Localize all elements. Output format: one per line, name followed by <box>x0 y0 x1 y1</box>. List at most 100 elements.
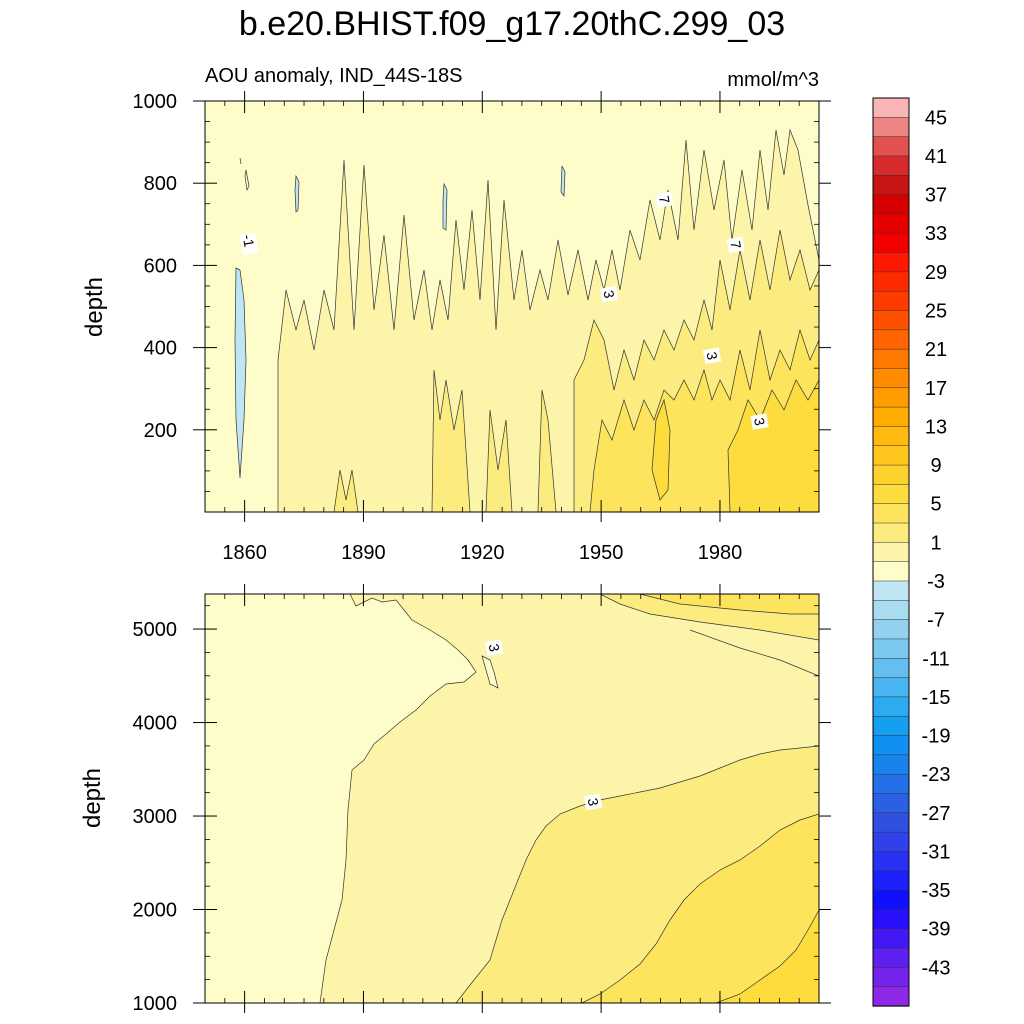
contour-label-text: 3 <box>751 416 768 427</box>
top-y-tick-label: 400 <box>144 338 177 360</box>
colorbar-frame <box>872 97 910 1007</box>
contour-label-text: 3 <box>486 643 503 654</box>
top-contour-band-2b <box>333 369 557 512</box>
colorbar-label: 41 <box>925 146 947 168</box>
top-x-tick-label: 1890 <box>341 542 386 564</box>
bottom-plot-frame <box>204 593 820 1004</box>
colorbar-label: -7 <box>927 610 945 632</box>
colorbar-label: -15 <box>922 687 951 709</box>
colorbar-label: 5 <box>930 494 941 516</box>
colorbar-swatch <box>872 406 910 428</box>
colorbar-label: -3 <box>927 571 945 593</box>
colorbar-label: -39 <box>922 919 951 941</box>
colorbar-swatch <box>872 696 910 717</box>
colorbar-label: 1 <box>930 532 941 554</box>
bottom-contour-labels: 33 <box>485 639 603 811</box>
colorbar-label: 29 <box>925 262 947 284</box>
colorbar-label: -35 <box>922 880 951 902</box>
colorbar-label: 13 <box>925 416 947 438</box>
top-contour-band-4 <box>727 379 819 512</box>
colorbar-swatch <box>872 117 910 138</box>
bottom-contour-band-4 <box>715 909 819 1003</box>
bottom-contour-label: 3 <box>584 793 603 811</box>
top-contour-label: 3 <box>750 413 769 430</box>
colorbar-label: -31 <box>922 841 951 863</box>
colorbar-swatch <box>872 735 910 756</box>
bottom-y-tick-label: 2000 <box>133 900 178 922</box>
colorbar-swatch <box>872 136 910 157</box>
colorbar-swatch <box>872 484 910 505</box>
colorbar-swatch <box>872 870 910 891</box>
contour-label-box <box>599 285 619 303</box>
top-y-tick-label: 600 <box>144 255 177 277</box>
bottom-contour-line-b <box>481 655 499 689</box>
top-x-tick-label: 1920 <box>460 542 505 564</box>
colorbar-swatch <box>872 986 910 1007</box>
colorbar-swatch <box>872 600 910 621</box>
contour-label-box <box>239 232 259 255</box>
figure-title: b.e20.BHIST.f09_g17.20thC.299_03 <box>239 5 785 43</box>
colorbar-swatch <box>872 194 910 215</box>
colorbar-label: 17 <box>925 378 947 400</box>
colorbar-swatch <box>872 928 910 949</box>
colorbar-swatch <box>872 290 910 312</box>
contour-label-text: 7 <box>727 240 744 251</box>
colorbar-swatch <box>872 561 910 582</box>
colorbar-label: 37 <box>925 185 947 207</box>
contour-label-text: 7 <box>656 194 673 205</box>
contour-label-box <box>702 347 722 365</box>
top-y-tick-label: 1000 <box>133 91 178 113</box>
colorbar-label: 21 <box>925 339 947 361</box>
contour-label-box <box>726 236 745 254</box>
bottom-contour-band-3 <box>581 813 819 1003</box>
bottom-y-tick-label: 3000 <box>133 806 178 828</box>
contour-label-box <box>750 413 769 430</box>
colorbar-swatch <box>872 658 910 679</box>
contour-label-text: -1 <box>240 233 258 248</box>
top-y-tick-label: 200 <box>144 420 177 442</box>
colorbar-label: 9 <box>930 455 941 477</box>
bottom-contour-line-a <box>689 629 819 677</box>
contour-label-text: 3 <box>585 797 602 808</box>
top-contour-labels: -1 3 3 3 7 7 <box>239 191 769 430</box>
colorbar-swatch <box>872 909 910 930</box>
colorbar-swatch <box>872 967 910 988</box>
colorbar-swatch <box>872 232 910 254</box>
colorbar-swatch <box>872 348 910 370</box>
colorbar-swatch <box>872 851 910 872</box>
bottom-contour-label: 3 <box>485 639 504 657</box>
top-contour-label: -1 <box>239 232 259 255</box>
colorbar-swatch <box>872 812 910 833</box>
colorbar-swatch <box>872 580 910 601</box>
top-negative-patch-3 <box>442 182 448 231</box>
colorbar-label: -19 <box>922 726 951 748</box>
top-contour-label: 3 <box>702 347 722 365</box>
top-y-tick-label: 800 <box>144 173 177 195</box>
colorbar-swatch <box>872 638 910 659</box>
bottom-y-tick-label: 1000 <box>133 993 178 1015</box>
colorbar-swatch <box>872 387 910 408</box>
bottom-contour-field <box>205 594 819 1003</box>
colorbar-swatch <box>872 252 910 273</box>
colorbar-label: 25 <box>925 301 947 323</box>
colorbar-swatch <box>872 464 910 486</box>
top-x-tick-label: 1860 <box>222 542 267 564</box>
bottom-y-tick-label: 5000 <box>133 619 178 641</box>
colorbar-swatch <box>872 329 910 350</box>
top-x-tick-label: 1950 <box>579 542 624 564</box>
bottom-contour-band-0 <box>205 594 477 1003</box>
top-contour-label: 3 <box>599 285 619 303</box>
colorbar-swatch <box>872 715 910 737</box>
colorbar-swatch <box>872 213 910 234</box>
colorbar-swatch <box>872 889 910 911</box>
colorbar: 45 41 37 33 29 25 21 17 13 9 5 1 -3 -7 -11 -15 -19 -23 -27… <box>872 97 951 1007</box>
colorbar-label: -23 <box>922 764 951 786</box>
colorbar-swatch <box>872 754 910 775</box>
top-contour-field <box>205 101 819 512</box>
colorbar-swatch <box>872 97 910 118</box>
top-contour-label: 7 <box>726 236 745 254</box>
bottom-y-tick-label: 4000 <box>133 713 178 735</box>
top-x-tick-label: 1980 <box>698 542 743 564</box>
